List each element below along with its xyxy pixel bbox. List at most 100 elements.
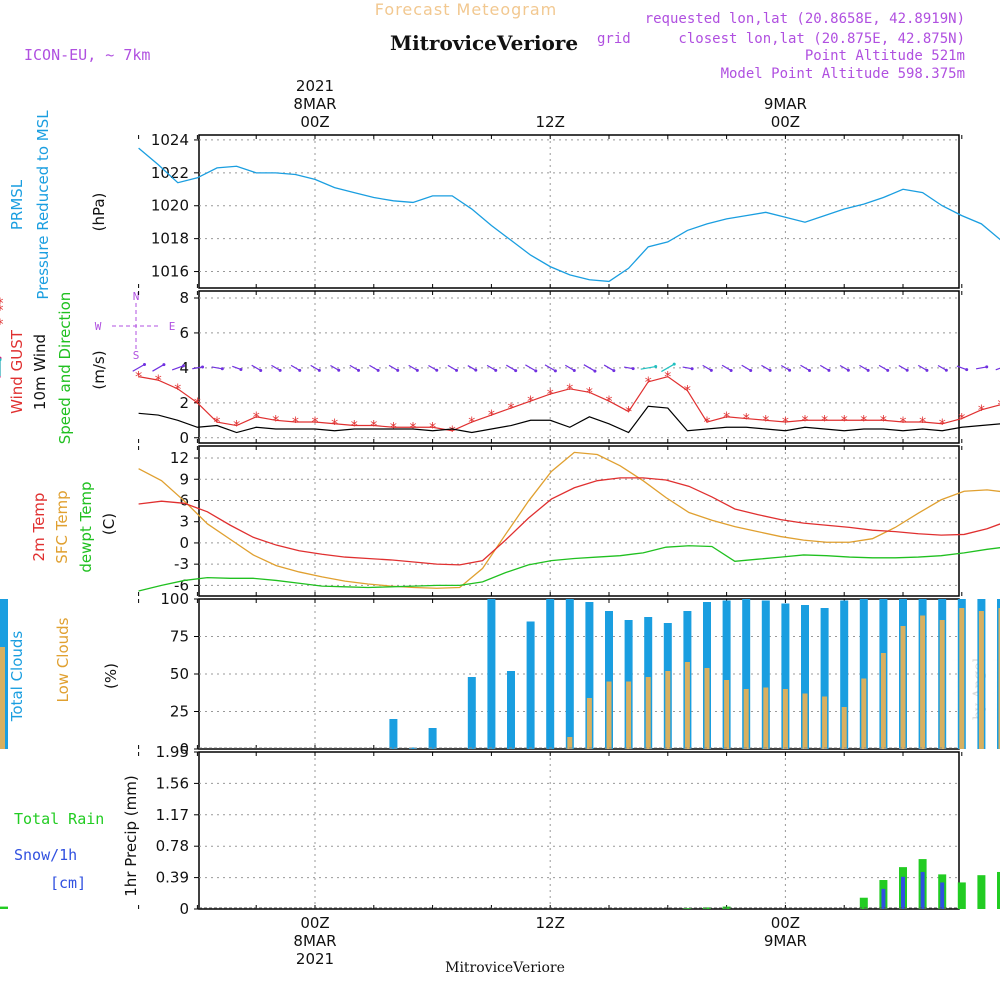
gust-point: * bbox=[880, 413, 887, 429]
y-tick-label: 12 bbox=[170, 449, 189, 467]
low-cloud-bar bbox=[880, 653, 886, 749]
wind-unit: (m/s) bbox=[90, 350, 108, 389]
gust-point: * bbox=[155, 373, 162, 389]
low-cloud-bar bbox=[626, 681, 632, 749]
wind-arrow bbox=[369, 364, 379, 371]
gust-point: * bbox=[253, 410, 260, 426]
wind-arrow bbox=[564, 364, 575, 371]
snow-unit: [cm] bbox=[50, 874, 86, 892]
total-cloud-bar bbox=[605, 611, 613, 749]
low-cloud-bar bbox=[665, 671, 671, 749]
gust-point: * bbox=[684, 384, 691, 400]
compass-e: E bbox=[169, 320, 176, 333]
total-cloud-bar bbox=[761, 600, 770, 749]
wind-arrow bbox=[349, 364, 359, 371]
rain-bar bbox=[977, 875, 986, 909]
total-cloud-bar bbox=[781, 603, 790, 749]
total-clouds-label: Total Clouds bbox=[8, 631, 26, 723]
wind-arrow-head bbox=[239, 367, 243, 371]
gust-point: * bbox=[410, 420, 417, 436]
gust-point: * bbox=[762, 413, 769, 429]
wind-arrow-head bbox=[220, 367, 224, 371]
time-label-top: 2021 bbox=[296, 77, 334, 95]
low-cloud-bar bbox=[724, 680, 730, 749]
y-tick-label: 100 bbox=[160, 590, 189, 608]
low-cloud-bar bbox=[782, 689, 788, 749]
y-tick-label: 1018 bbox=[151, 230, 189, 248]
time-label-bottom: 9MAR bbox=[764, 932, 807, 950]
gust-point: * bbox=[0, 296, 4, 312]
wind-10m-label: 10m Wind bbox=[31, 334, 49, 410]
gust-point: * bbox=[429, 420, 436, 436]
y-tick-label: 0.78 bbox=[156, 837, 189, 855]
rain-bar bbox=[957, 882, 966, 909]
pressure-label-2: Pressure Reduced to MSL bbox=[34, 110, 52, 300]
rain-label: Total Rain bbox=[14, 810, 104, 828]
low-clouds-label: Low Clouds bbox=[54, 617, 72, 702]
wind-arrow-head bbox=[808, 368, 812, 372]
gust-point: * bbox=[0, 317, 4, 333]
gust-point: * bbox=[390, 420, 397, 436]
wind-arrow bbox=[486, 364, 497, 371]
wind-arrow-head bbox=[944, 368, 948, 372]
time-label-bottom: 00Z bbox=[771, 914, 800, 932]
total-cloud-bar bbox=[428, 728, 437, 749]
wind-arrow-head bbox=[201, 365, 205, 369]
snow-bar bbox=[901, 876, 905, 909]
dewpt-series bbox=[138, 545, 1000, 592]
gust-point: * bbox=[723, 410, 730, 426]
wind-arrow-head bbox=[788, 368, 792, 372]
gust-point: * bbox=[194, 396, 201, 412]
time-label-top: 8MAR bbox=[293, 95, 336, 113]
total-cloud-bar bbox=[742, 599, 751, 749]
wind-dir-label: Speed and Direction bbox=[56, 292, 74, 445]
y-tick-label: 3 bbox=[179, 513, 189, 531]
temp-unit: (C) bbox=[100, 513, 118, 535]
y-tick-label: 8 bbox=[179, 289, 189, 307]
wind-arrow bbox=[525, 364, 537, 372]
wind-arrow bbox=[290, 364, 301, 371]
clouds-unit: (%) bbox=[102, 663, 120, 689]
total-cloud-bar bbox=[546, 599, 555, 749]
snow-bar bbox=[940, 882, 945, 909]
wind-arrow bbox=[583, 364, 596, 372]
wind-arrow-head bbox=[514, 369, 518, 373]
total-cloud-bar bbox=[585, 602, 594, 749]
gust-point: * bbox=[0, 303, 4, 319]
low-cloud-bar bbox=[763, 687, 769, 749]
total-cloud-bar bbox=[487, 599, 496, 749]
gust-point: * bbox=[645, 375, 652, 391]
total-cloud-bar bbox=[840, 600, 849, 749]
total-cloud-bar bbox=[820, 608, 829, 749]
low-cloud-bar bbox=[822, 696, 828, 749]
wind-arrow-head bbox=[985, 365, 989, 369]
wind-arrow bbox=[467, 365, 477, 371]
gust-point: * bbox=[547, 387, 554, 403]
low-cloud-bar bbox=[802, 693, 808, 749]
wind-arrow-head bbox=[690, 367, 694, 371]
y-tick-label: 1.56 bbox=[156, 774, 189, 792]
rain-bar bbox=[0, 907, 8, 909]
gust-point: * bbox=[135, 370, 142, 386]
y-tick-label: 25 bbox=[170, 703, 189, 721]
wind-arrow bbox=[937, 364, 947, 371]
wind-arrow bbox=[956, 365, 967, 371]
gust-point: * bbox=[488, 408, 495, 424]
pressure-series bbox=[138, 147, 1000, 283]
y-tick-label: 50 bbox=[170, 665, 189, 683]
y-tick-label: 0.39 bbox=[156, 869, 189, 887]
wind-arrow-head bbox=[631, 367, 635, 371]
wind-arrow-head bbox=[317, 368, 321, 372]
rain-bar bbox=[683, 908, 692, 909]
gust-point: * bbox=[449, 424, 456, 440]
wind-arrow-head bbox=[494, 368, 498, 372]
low-cloud-bar bbox=[998, 608, 1000, 749]
gust-point: * bbox=[900, 415, 907, 431]
temp-sfc-label: SFC Temp bbox=[53, 490, 71, 563]
gust-point: * bbox=[566, 382, 573, 398]
panel-frame bbox=[198, 445, 960, 597]
y-tick-label: 1022 bbox=[151, 164, 189, 182]
model-altitude: Model Point Altitude 598.375m bbox=[721, 66, 965, 82]
time-label-top: 9MAR bbox=[764, 95, 807, 113]
